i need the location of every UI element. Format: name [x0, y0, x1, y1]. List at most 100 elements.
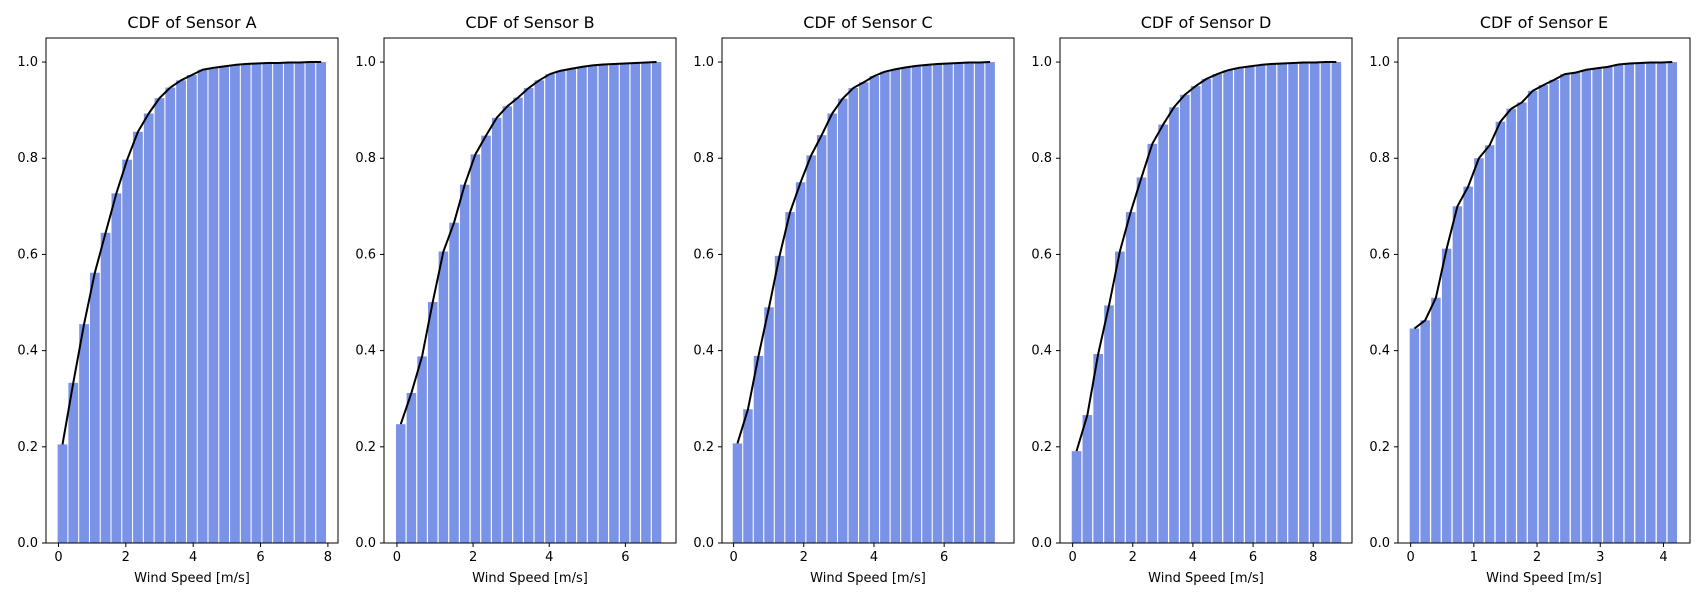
cdf-bar: [165, 87, 176, 544]
cdf-bar: [806, 155, 816, 543]
y-tick-label: 0.4: [17, 344, 38, 359]
cdf-bar: [964, 62, 974, 544]
cdf-bar: [555, 70, 566, 543]
x-tick-label: 8: [1309, 550, 1317, 565]
cdf-bar: [316, 62, 327, 544]
cdf-bar: [1115, 251, 1125, 544]
axes-frame: [383, 37, 677, 544]
cdf-bar: [438, 251, 449, 544]
cdf-bar: [1234, 67, 1244, 544]
cdf-bar: [470, 154, 481, 543]
cdf-bar: [1603, 66, 1613, 543]
x-tick-label: 1: [1470, 550, 1478, 565]
cdf-bar: [502, 106, 513, 544]
cdf-bar: [827, 113, 837, 543]
cdf-bar: [1549, 79, 1559, 543]
y-tick-label: 0.2: [1031, 440, 1052, 455]
x-tick-label: 8: [324, 550, 332, 565]
cdf-bar: [1288, 63, 1298, 544]
cdf-bar: [1581, 69, 1592, 543]
cdf-bar: [154, 98, 165, 543]
cdf-bar: [305, 62, 316, 544]
cdf-bar: [795, 182, 806, 544]
cdf-bar: [240, 63, 251, 543]
cdf-bar: [1560, 74, 1570, 544]
panel-title: CDF of Sensor C: [803, 13, 932, 32]
y-tick-label: 0.8: [1031, 151, 1052, 166]
cdf-bar: [1136, 177, 1147, 543]
cdf-bar: [922, 64, 932, 543]
cdf-bar: [143, 113, 154, 543]
cdf-bar: [406, 392, 417, 543]
y-tick-label: 0.8: [17, 151, 38, 166]
cdf-bar: [641, 62, 651, 544]
cdf-bar: [837, 98, 848, 543]
y-tick-label: 0.2: [1369, 440, 1390, 455]
cdf-bar: [133, 131, 143, 544]
cdf-bar: [1474, 158, 1484, 543]
cdf-bar: [774, 255, 785, 543]
cdf-bar: [1104, 305, 1114, 543]
y-tick-label: 0.6: [17, 247, 38, 262]
y-tick-label: 0.6: [1369, 247, 1390, 262]
cdf-line: [736, 61, 991, 444]
cdf-bar: [176, 80, 186, 544]
x-tick-label: 3: [1596, 550, 1604, 565]
cdf-bar: [1656, 62, 1667, 544]
cdf-bar: [953, 63, 964, 544]
cdf-bar: [1613, 64, 1624, 543]
cdf-bar: [859, 82, 869, 543]
cdf-bar: [1223, 70, 1233, 543]
cdf-bar: [890, 69, 901, 543]
y-tick-label: 0.6: [355, 247, 376, 262]
y-tick-label: 0.0: [1369, 536, 1390, 551]
x-tick-label: 0: [1407, 550, 1415, 565]
cdf-line: [61, 61, 322, 445]
cdf-bar: [1517, 102, 1527, 543]
cdf-bar: [1431, 297, 1441, 543]
cdf-bar: [481, 135, 491, 543]
y-tick-label: 0.0: [1031, 536, 1052, 551]
x-tick-label: 4: [1659, 550, 1667, 565]
cdf-bar: [816, 135, 827, 543]
x-axis-label: Wind Speed [m/s]: [1148, 571, 1264, 586]
cdf-bar: [1082, 415, 1093, 543]
y-tick-label: 0.2: [17, 440, 38, 455]
cdf-bar: [848, 88, 858, 544]
cdf-bar: [1452, 206, 1463, 544]
y-tick-label: 0.2: [355, 440, 376, 455]
cdf-bar: [753, 355, 764, 543]
cdf-bar: [68, 382, 79, 543]
cdf-panel-0: 0.0 0.2 0.4 0.6 0.8 1.0 0 2 4 6 8 CDF of Sensor A Wi…: [17, 13, 339, 586]
cdf-bar: [395, 424, 406, 543]
cdf-bar: [1538, 85, 1549, 543]
cdf-bar: [427, 302, 438, 543]
cdf-bar: [79, 324, 89, 543]
cdf-bar: [449, 222, 459, 543]
cdf-bar: [587, 65, 598, 544]
cdf-bar: [1646, 62, 1656, 544]
axes-frame: [721, 37, 1015, 544]
cdf-bar: [294, 62, 305, 544]
cdf-bar: [764, 307, 774, 543]
x-axis-label: Wind Speed [m/s]: [472, 571, 588, 586]
cdf-bar: [1071, 451, 1082, 543]
y-tick-label: 1.0: [1369, 55, 1390, 70]
cdf-bar: [251, 63, 262, 543]
cdf-bar: [1255, 64, 1266, 543]
cdf-bar: [651, 62, 662, 544]
cdf-bar: [111, 193, 122, 543]
cdf-bar: [1201, 78, 1212, 543]
cdf-bar: [208, 67, 219, 544]
cdf-bar: [1592, 68, 1602, 544]
x-tick-label: 0: [729, 550, 737, 565]
y-tick-label: 0.4: [693, 344, 714, 359]
cdf-bar: [1441, 248, 1452, 543]
cdf-bar: [523, 88, 534, 544]
cdf-line: [1413, 61, 1673, 330]
x-tick-label: 0: [393, 550, 401, 565]
cdf-bar: [534, 80, 545, 544]
cdf-bar: [197, 69, 208, 543]
y-tick-label: 0.2: [693, 440, 714, 455]
